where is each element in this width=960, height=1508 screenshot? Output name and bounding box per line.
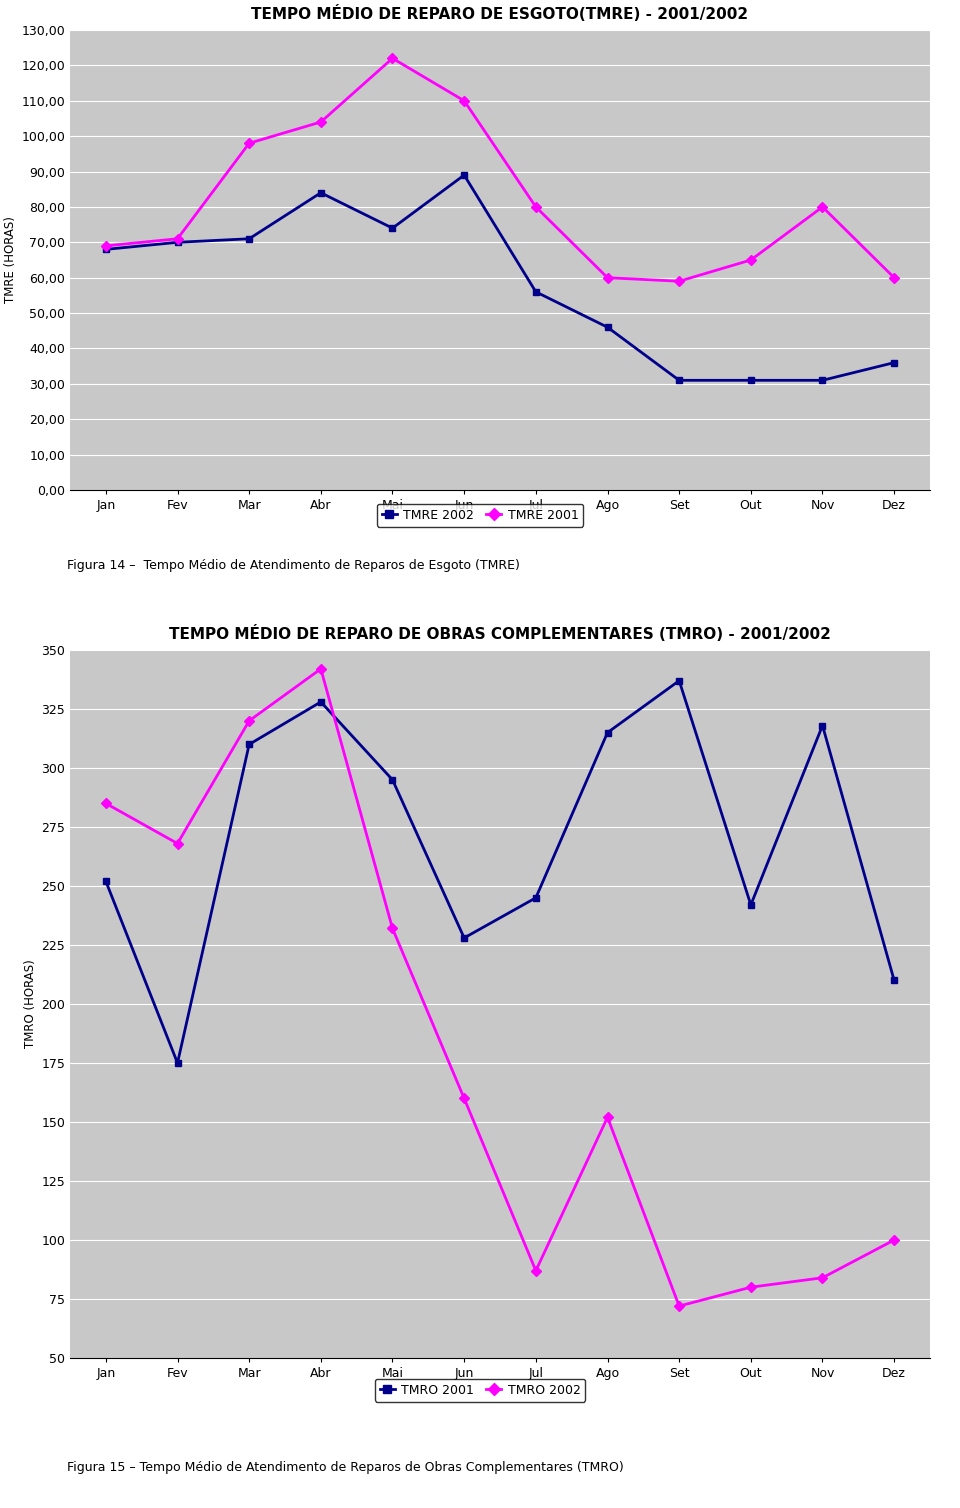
TMRO 2001 [244,736,255,754]
TMRE 2001 [602,268,613,287]
TMRE 2002 [530,284,541,302]
TMRO 2002 [530,1262,541,1280]
TMRO 2001 [888,971,900,989]
TMRO 2001 [817,716,828,734]
TMRO 2001 [459,929,470,947]
TMRE 2002 [673,371,684,389]
TMRE 2002 [315,184,326,202]
TMRO 2002 [602,1108,613,1126]
TMRO 2002 [387,920,398,938]
Title: TEMPO MÉDIO DE REPARO DE ESGOTO(TMRE) - 2001/2002: TEMPO MÉDIO DE REPARO DE ESGOTO(TMRE) - … [252,5,749,23]
TMRE 2002 [172,234,183,252]
TMRO 2001 [100,872,111,890]
Y-axis label: TMRO (HORAS): TMRO (HORAS) [24,959,37,1048]
TMRE 2001 [745,250,756,268]
TMRO 2001 [673,671,684,689]
Legend: TMRO 2001, TMRO 2002: TMRO 2001, TMRO 2002 [374,1378,586,1401]
Line: TMRO 2001: TMRO 2001 [103,677,898,1066]
TMRE 2002 [817,371,828,389]
TMRO 2002 [817,1268,828,1286]
TMRE 2001 [817,198,828,216]
TMRE 2001 [673,271,684,290]
TMRE 2002 [459,166,470,184]
TMRE 2001 [387,50,398,68]
Title: TEMPO MÉDIO DE REPARO DE OBRAS COMPLEMENTARES (TMRO) - 2001/2002: TEMPO MÉDIO DE REPARO DE OBRAS COMPLEMEN… [169,624,831,642]
TMRE 2002 [888,353,900,371]
TMRE 2002 [244,229,255,247]
TMRE 2002 [100,240,111,258]
TMRO 2001 [387,771,398,789]
TMRE 2001 [315,113,326,131]
Line: TMRE 2002: TMRE 2002 [103,172,898,383]
TMRO 2002 [315,661,326,679]
TMRO 2001 [745,896,756,914]
TMRO 2001 [172,1054,183,1072]
TMRE 2001 [244,134,255,152]
TMRE 2001 [100,237,111,255]
TMRE 2002 [745,371,756,389]
TMRO 2002 [673,1297,684,1315]
Text: Figura 15 – Tempo Médio de Atendimento de Reparos de Obras Complementares (TMRO): Figura 15 – Tempo Médio de Atendimento d… [67,1461,624,1475]
Text: Figura 14 –  Tempo Médio de Atendimento de Reparos de Esgoto (TMRE): Figura 14 – Tempo Médio de Atendimento d… [67,558,520,572]
TMRO 2002 [888,1231,900,1249]
TMRO 2001 [315,692,326,710]
TMRE 2002 [602,318,613,336]
Legend: TMRE 2002, TMRE 2001: TMRE 2002, TMRE 2001 [376,504,584,526]
TMRO 2002 [100,795,111,813]
TMRE 2001 [172,229,183,247]
TMRE 2001 [530,198,541,216]
TMRE 2001 [888,268,900,287]
TMRE 2001 [459,92,470,110]
TMRO 2002 [745,1279,756,1297]
TMRO 2002 [459,1089,470,1107]
Y-axis label: TMRE (HORAS): TMRE (HORAS) [4,217,17,303]
Line: TMRE 2001: TMRE 2001 [103,54,898,285]
TMRE 2002 [387,219,398,237]
TMRO 2001 [530,888,541,906]
Line: TMRO 2002: TMRO 2002 [103,665,898,1309]
TMRO 2001 [602,724,613,742]
TMRO 2002 [244,712,255,730]
TMRO 2002 [172,834,183,852]
